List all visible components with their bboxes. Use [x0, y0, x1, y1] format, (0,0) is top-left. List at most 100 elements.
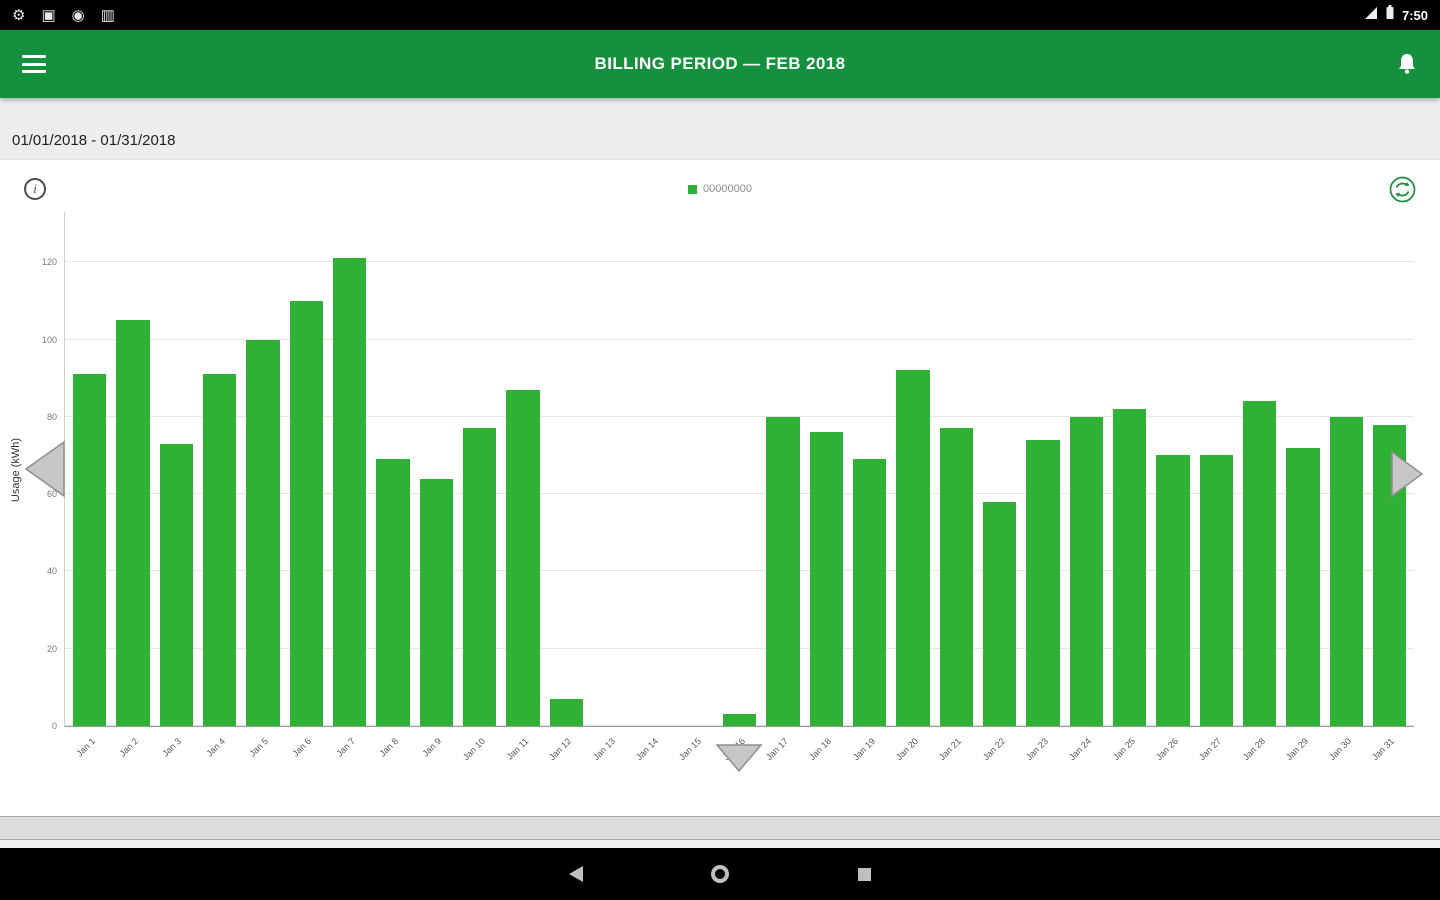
- usage-bar-jan-18[interactable]: [809, 432, 843, 726]
- usage-bar-jan-1[interactable]: [72, 374, 107, 726]
- app-square-icon: ▣: [41, 6, 56, 24]
- bar-slot: Jan 28: [1238, 212, 1281, 762]
- usage-bar-jan-19[interactable]: [852, 459, 887, 726]
- bar-slot: Jan 11: [501, 212, 544, 762]
- wifi-icon: [1364, 6, 1378, 25]
- usage-bar-jan-26[interactable]: [1156, 455, 1190, 726]
- x-tick-label: Jan 29: [1283, 736, 1310, 763]
- usage-bar-jan-20[interactable]: [896, 370, 930, 726]
- x-tick-label: Jan 22: [980, 736, 1007, 763]
- x-tick-label: Jan 17: [763, 736, 790, 763]
- usage-bar-jan-28[interactable]: [1242, 401, 1277, 726]
- record-circle-icon: ◉: [71, 6, 85, 24]
- recents-button[interactable]: [854, 864, 874, 884]
- usage-bar-jan-4[interactable]: [202, 374, 237, 726]
- x-tick-label: Jan 27: [1197, 736, 1224, 763]
- y-axis-label: Usage (kWh): [9, 437, 22, 502]
- next-period-arrow-icon[interactable]: [1390, 450, 1424, 503]
- bar-slot: Jan 17: [761, 212, 804, 762]
- x-tick-label: Jan 19: [850, 736, 877, 763]
- usage-bar-jan-6[interactable]: [289, 300, 323, 726]
- usage-bar-jan-22[interactable]: [982, 501, 1017, 726]
- chart-header: i 00000000: [0, 160, 1440, 203]
- usage-bar-jan-21[interactable]: [939, 428, 973, 726]
- bars: Jan 1 Jan 2 Jan 3 Jan 4 Jan 5 Jan 6 Jan 7 Jan 8…: [68, 212, 1411, 762]
- x-tick-label: Jan 14: [633, 736, 661, 763]
- usage-bar-jan-3[interactable]: [159, 443, 193, 726]
- usage-bar-jan-29[interactable]: [1286, 447, 1320, 726]
- bar-slot: Jan 9: [415, 212, 458, 759]
- y-tick-label: 100: [41, 334, 57, 345]
- x-tick-label: Jan 24: [1067, 736, 1094, 763]
- x-tick-label: Jan 2: [117, 736, 141, 759]
- usage-bar-jan-2[interactable]: [116, 320, 150, 726]
- previous-period-arrow-icon[interactable]: [24, 440, 66, 503]
- bottom-scroll-strip[interactable]: [0, 816, 1440, 840]
- back-button[interactable]: [566, 864, 586, 884]
- billing-date-range: 01/01/2018 - 01/31/2018: [0, 98, 1440, 160]
- usage-bar-jan-17[interactable]: [766, 416, 800, 726]
- usage-bar-jan-24[interactable]: [1069, 416, 1103, 726]
- usage-bar-jan-16[interactable]: [722, 714, 757, 726]
- y-tick-label: 0: [51, 721, 57, 731]
- clock-time: 7:50: [1401, 7, 1428, 23]
- chart-body: Usage (kWh) Jan 1 Jan 2 Jan 3 Jan 4 Jan 5 Jan…: [10, 212, 1424, 773]
- x-tick-label: Jan 1: [74, 736, 97, 759]
- usage-bar-jan-11[interactable]: [506, 389, 540, 726]
- bar-slot: Jan 20: [891, 212, 934, 762]
- sd-card-icon: ▥: [100, 6, 115, 24]
- plot-area: Jan 1 Jan 2 Jan 3 Jan 4 Jan 5 Jan 6 Jan 7 Jan 8…: [42, 212, 1414, 762]
- x-tick-label: Jan 15: [677, 736, 704, 763]
- gridline: [65, 338, 1414, 340]
- gridline: [65, 415, 1414, 417]
- y-tick-label: 120: [41, 257, 57, 268]
- bar-slot: Jan 14: [631, 212, 674, 762]
- x-tick-label: Jan 21: [937, 736, 964, 763]
- x-tick-label: Jan 11: [504, 736, 531, 762]
- bar-slot: Jan 4: [198, 212, 241, 759]
- notifications-bell-icon[interactable]: [1396, 52, 1418, 76]
- status-bar-left-icons: ⚙ ▣ ◉ ▥: [12, 8, 115, 23]
- home-button[interactable]: [710, 864, 730, 884]
- bar-slot: Jan 15: [675, 212, 718, 762]
- usage-bar-jan-10[interactable]: [462, 428, 497, 726]
- gridline: [65, 647, 1414, 649]
- usage-bar-jan-27[interactable]: [1199, 455, 1233, 726]
- status-bar: ⚙ ▣ ◉ ▥ 7:50: [0, 0, 1440, 30]
- usage-bar-jan-25[interactable]: [1112, 409, 1147, 726]
- status-bar-right-icons: 7:50: [1364, 5, 1428, 25]
- usage-chart-card: i 00000000 Usage (kWh) Jan 1 Jan 2 Jan 3 Ja…: [0, 160, 1440, 816]
- chart-refresh-icon[interactable]: [1389, 176, 1416, 203]
- bar-slot: Jan 26: [1151, 212, 1194, 762]
- x-tick-label: Jan 18: [807, 736, 834, 763]
- bar-slot: Jan 21: [935, 212, 978, 762]
- battery-icon: [1386, 5, 1394, 25]
- usage-bar-jan-5[interactable]: [246, 339, 280, 726]
- x-tick-label: Jan 10: [460, 736, 487, 763]
- bar-slot: Jan 22: [978, 212, 1021, 762]
- x-tick-label: Jan 13: [590, 736, 617, 763]
- bottom-gap: [0, 840, 1440, 848]
- bar-slot: Jan 29: [1281, 212, 1324, 762]
- gear-icon: ⚙: [12, 6, 26, 24]
- bar-slot: Jan 27: [1195, 212, 1238, 762]
- info-icon[interactable]: i: [24, 178, 46, 200]
- y-tick-label: 80: [46, 411, 57, 422]
- bar-slot: Jan 5: [241, 212, 284, 759]
- usage-bar-jan-7[interactable]: [332, 258, 367, 726]
- usage-bar-jan-30[interactable]: [1329, 416, 1363, 726]
- android-navigation-bar: [0, 848, 1440, 900]
- x-tick-label: Jan 8: [377, 736, 401, 759]
- bar-slot: Jan 23: [1021, 212, 1064, 762]
- hamburger-menu-icon[interactable]: [22, 55, 46, 73]
- x-tick-label: Jan 12: [547, 736, 574, 763]
- x-tick-label: Jan 9: [420, 736, 444, 759]
- usage-bar-jan-8[interactable]: [376, 459, 410, 726]
- scroll-down-arrow-icon[interactable]: [715, 743, 763, 778]
- x-tick-label: Jan 3: [160, 736, 184, 759]
- usage-bar-jan-23[interactable]: [1026, 440, 1060, 726]
- usage-bar-jan-12[interactable]: [549, 698, 583, 726]
- usage-bar-jan-9[interactable]: [419, 478, 453, 726]
- legend-label: 00000000: [703, 183, 752, 195]
- x-tick-label: Jan 30: [1327, 736, 1354, 763]
